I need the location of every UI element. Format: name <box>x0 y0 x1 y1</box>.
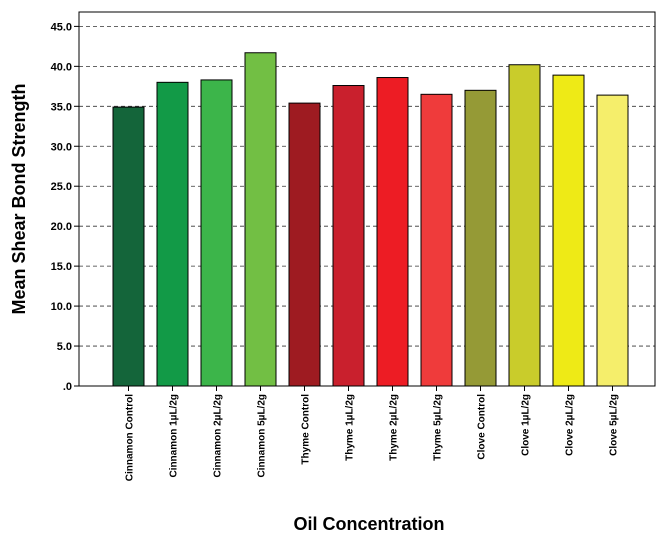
x-axis-title: Oil Concentration <box>293 514 444 534</box>
x-tick-label: Thyme 1µL/2g <box>345 394 356 461</box>
x-tick-label: Clove 1µL/2g <box>521 394 532 456</box>
y-axis: .0 5.0 10.0 15.0 20.0 25.0 30.0 35.0 40.0 45.0 <box>51 21 79 393</box>
y-tick-label: 30.0 <box>51 141 72 153</box>
y-tick-label: 25.0 <box>51 181 72 193</box>
y-tick-label: 5.0 <box>57 341 72 353</box>
bar <box>288 102 321 387</box>
bars <box>112 52 629 387</box>
bar <box>332 85 365 387</box>
x-tick-label: Thyme 5µL/2g <box>433 394 444 461</box>
bar <box>200 79 233 387</box>
bar <box>420 93 453 387</box>
y-tick-label: 45.0 <box>51 21 72 33</box>
x-tick-label: Clove 2µL/2g <box>565 394 576 456</box>
x-axis: Cinnamon Control Cinnamon 1µL/2g Cinnamon … <box>125 386 620 481</box>
bar <box>244 52 277 387</box>
y-tick-label: .0 <box>63 381 72 393</box>
y-axis-title: Mean Shear Bond Strength <box>9 83 29 314</box>
x-tick-label: Thyme Control <box>301 394 312 465</box>
bar <box>508 64 541 387</box>
y-tick-label: 15.0 <box>51 261 72 273</box>
bar <box>596 94 629 387</box>
x-tick-label: Cinnamon 2µL/2g <box>213 394 224 478</box>
bar <box>156 81 189 387</box>
x-tick-label: Cinnamon 5µL/2g <box>257 394 268 478</box>
x-tick-label: Cinnamon Control <box>125 394 136 481</box>
bar <box>112 106 145 387</box>
x-tick-label: Cinnamon 1µL/2g <box>169 394 180 478</box>
x-tick-label: Thyme 2µL/2g <box>389 394 400 461</box>
x-tick-label: Clove 5µL/2g <box>609 394 620 456</box>
y-tick-label: 40.0 <box>51 61 72 73</box>
plot-frame <box>78 11 656 387</box>
y-tick-label: 20.0 <box>51 221 72 233</box>
x-tick-label: Clove Control <box>477 394 488 460</box>
bar <box>464 89 497 387</box>
bar <box>376 77 409 387</box>
y-tick-label: 10.0 <box>51 301 72 313</box>
bar <box>552 74 585 387</box>
y-tick-label: 35.0 <box>51 101 72 113</box>
